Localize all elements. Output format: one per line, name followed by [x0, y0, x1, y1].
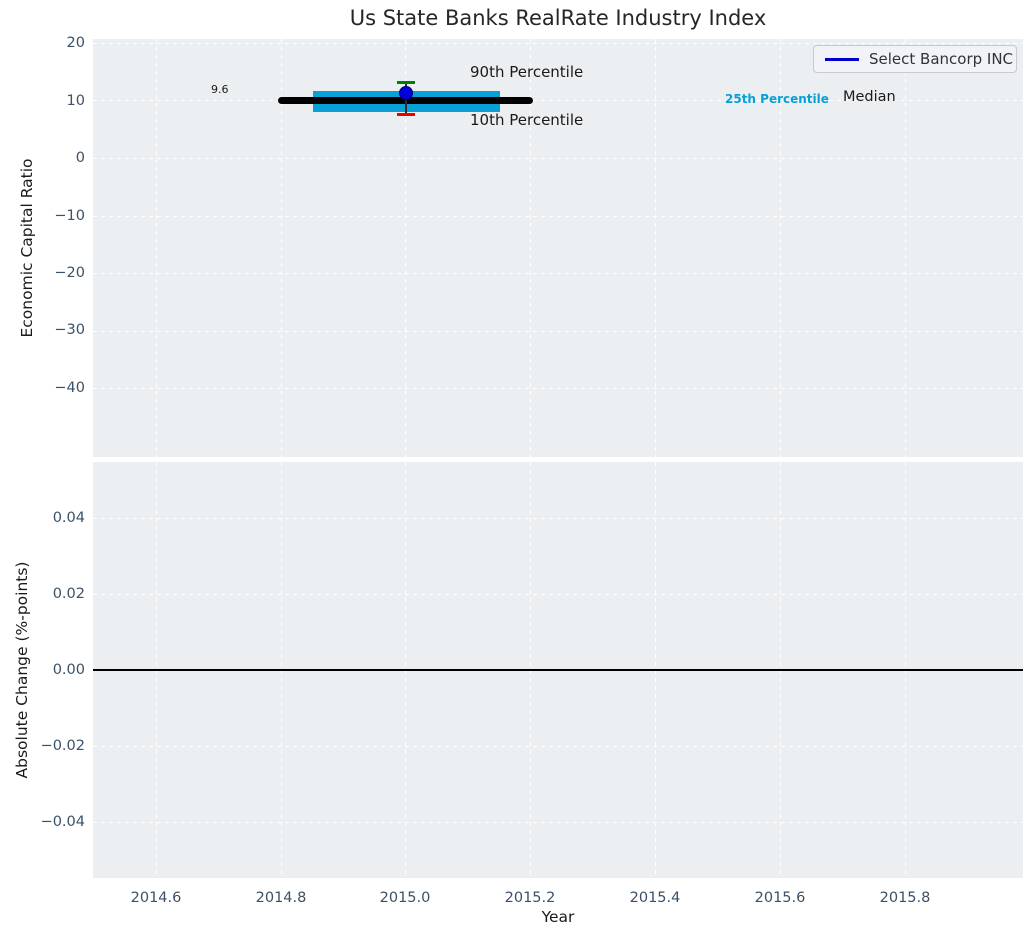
gridline	[405, 39, 406, 457]
gridline	[93, 331, 1023, 332]
gridline	[93, 100, 1023, 101]
top-plot-area: 90th Percentile 10th Percentile 9.6 25th…	[93, 39, 1023, 457]
gridline	[93, 388, 1023, 389]
gridline	[93, 43, 1023, 44]
x-tick-label: 2014.8	[255, 890, 307, 906]
x-tick-label: 2014.6	[130, 890, 182, 906]
x-tick-label: 2015.4	[629, 890, 681, 906]
gridline	[156, 39, 157, 457]
legend-label: Select Bancorp INC	[869, 50, 1014, 68]
bottom-plot-area	[93, 462, 1023, 878]
company-data-point	[399, 86, 413, 100]
y-tick-label: −10	[54, 208, 85, 224]
gridline	[93, 822, 1023, 823]
annotation-median-value: 9.6	[211, 83, 229, 96]
legend-line-sample	[825, 57, 859, 61]
x-axis-label: Year	[541, 908, 575, 926]
x-tick-label: 2015.8	[879, 890, 931, 906]
annotation-90th-percentile: 90th Percentile	[470, 63, 584, 81]
gridline	[93, 746, 1023, 747]
y-tick-label: 10	[66, 93, 85, 109]
gridline	[93, 158, 1023, 159]
gridline	[655, 39, 656, 457]
errorbar-cap-10th	[397, 113, 415, 116]
x-tick-label: 2015.2	[504, 890, 556, 906]
y-tick-label: 0.02	[52, 586, 85, 602]
bottom-y-axis-label: Absolute Change (%-points)	[13, 561, 31, 779]
y-tick-label: −0.04	[40, 814, 85, 830]
y-tick-label: 20	[66, 35, 85, 51]
annotation-10th-percentile: 10th Percentile	[470, 111, 584, 129]
gridline	[780, 39, 781, 457]
x-tick-label: 2015.6	[754, 890, 806, 906]
legend-box: Select Bancorp INC	[813, 45, 1017, 73]
gridline	[530, 39, 531, 457]
y-tick-label: −20	[54, 265, 85, 281]
y-tick-label: −0.02	[40, 738, 85, 754]
gridline	[905, 39, 906, 457]
y-tick-label: −40	[54, 380, 85, 396]
y-tick-label: −30	[54, 322, 85, 338]
gridline	[93, 273, 1023, 274]
y-tick-label: 0.00	[52, 662, 85, 678]
x-tick-label: 2015.0	[379, 890, 431, 906]
y-tick-label: 0	[75, 150, 85, 166]
gridline	[93, 216, 1023, 217]
zero-baseline	[93, 669, 1023, 671]
gridline	[93, 594, 1023, 595]
chart-title: Us State Banks RealRate Industry Index	[349, 6, 767, 30]
errorbar-cap-90th	[397, 81, 415, 84]
top-y-axis-label: Economic Capital Ratio	[18, 158, 36, 338]
y-tick-label: 0.04	[52, 510, 85, 526]
annotation-25th-percentile: 25th Percentile	[725, 92, 829, 106]
gridline	[93, 518, 1023, 519]
annotation-median-label: Median	[843, 89, 896, 105]
gridline	[281, 39, 282, 457]
